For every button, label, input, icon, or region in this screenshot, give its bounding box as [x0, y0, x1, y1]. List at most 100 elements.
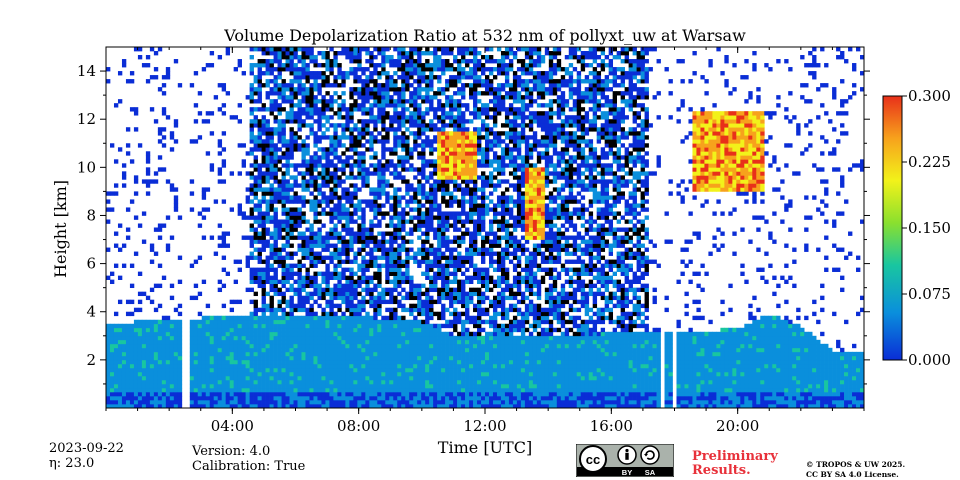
heatmap-cell: [457, 355, 462, 361]
heatmap-cell: [361, 67, 366, 72]
heatmap-cell: [253, 315, 258, 321]
heatmap-cell: [313, 355, 318, 361]
heatmap-cell: [445, 399, 450, 405]
heatmap-cell: [377, 223, 382, 228]
heatmap-cell: [305, 135, 310, 140]
heatmap-cell: [281, 47, 286, 52]
heatmap-cell: [441, 355, 446, 361]
heatmap-cell: [361, 219, 366, 224]
heatmap-cell: [445, 147, 450, 152]
heatmap-cell: [273, 199, 278, 204]
heatmap-cell: [373, 387, 378, 393]
heatmap-cell: [217, 395, 223, 401]
heatmap-cell: [241, 403, 246, 408]
heatmap-cell: [357, 343, 362, 349]
heatmap-cell: [357, 47, 362, 52]
heatmap-cell: [225, 375, 231, 381]
heatmap-cell: [445, 187, 450, 192]
heatmap-cell: [365, 91, 370, 96]
heatmap-cell: [457, 123, 462, 128]
heatmap-cell: [393, 259, 398, 264]
heatmap-cell: [409, 311, 414, 317]
heatmap-cell: [225, 343, 231, 349]
heatmap-cell: [437, 143, 442, 148]
heatmap-cell: [397, 399, 402, 405]
heatmap-cell: [341, 283, 346, 289]
heatmap-cell: [413, 307, 418, 313]
heatmap-cell: [381, 359, 386, 365]
heatmap-cell: [397, 351, 402, 357]
heatmap-cell: [281, 55, 286, 60]
heatmap-cell: [329, 299, 334, 305]
heatmap-cell: [413, 363, 418, 369]
heatmap-cell: [265, 347, 270, 353]
heatmap-cell: [125, 379, 131, 385]
heatmap-cell: [453, 339, 458, 345]
heatmap-cell: [389, 287, 394, 293]
heatmap-cell: [441, 211, 446, 216]
heatmap-cell: [313, 107, 318, 112]
heatmap-cell: [457, 215, 462, 220]
heatmap-cell: [177, 363, 183, 369]
heatmap-cell: [349, 303, 354, 309]
heatmap-cell: [333, 203, 338, 208]
heatmap-cell: [293, 175, 298, 180]
heatmap-cell: [313, 331, 318, 337]
heatmap-cell: [201, 315, 207, 321]
heatmap-cell: [241, 383, 246, 389]
heatmap-cell: [261, 271, 266, 276]
heatmap-cell: [441, 271, 446, 276]
heatmap-cell: [121, 327, 127, 333]
heatmap-cell: [257, 167, 262, 172]
heatmap-cell: [453, 391, 458, 397]
heatmap-cell: [301, 95, 306, 100]
heatmap-cell: [313, 103, 318, 108]
heatmap-cell: [253, 99, 258, 104]
heatmap-cell: [169, 383, 175, 389]
heatmap-cell: [281, 359, 286, 365]
heatmap-cell: [293, 183, 298, 188]
heatmap-cell: [125, 339, 131, 345]
heatmap-cell: [169, 343, 175, 349]
heatmap-cell: [313, 319, 318, 325]
heatmap-cell: [449, 203, 454, 208]
heatmap-cell: [153, 331, 159, 337]
heatmap-cell: [161, 143, 167, 148]
heatmap-cell: [273, 91, 278, 96]
heatmap-cell: [213, 367, 219, 373]
heatmap-cell: [221, 303, 227, 309]
heatmap-cell: [385, 307, 390, 313]
heatmap-cell: [273, 291, 278, 297]
heatmap-cell: [381, 215, 386, 220]
heatmap-cell: [333, 275, 338, 280]
heatmap-cell: [261, 355, 266, 361]
heatmap-cell: [261, 303, 266, 309]
heatmap-cell: [385, 279, 390, 285]
heatmap-cell: [309, 231, 314, 236]
heatmap-cell: [377, 231, 382, 236]
heatmap-cell: [129, 347, 135, 353]
heatmap-cell: [309, 199, 314, 204]
heatmap-cell: [361, 95, 366, 100]
heatmap-cell: [401, 227, 406, 232]
heatmap-cell: [261, 335, 266, 341]
heatmap-cell: [321, 195, 326, 200]
heatmap-cell: [361, 319, 366, 325]
heatmap-cell: [113, 243, 119, 248]
heatmap-cell: [389, 115, 394, 120]
heatmap-cell: [369, 383, 374, 389]
heatmap-cell: [249, 235, 254, 240]
heatmap-cell: [189, 355, 195, 361]
heatmap-cell: [373, 319, 378, 325]
heatmap-cell: [465, 179, 470, 184]
heatmap-cell: [457, 87, 462, 92]
heatmap-cell: [361, 307, 366, 313]
heatmap-cell: [313, 383, 318, 389]
heatmap-cell: [293, 103, 298, 108]
heatmap-cell: [289, 199, 294, 204]
heatmap-cell: [249, 251, 254, 256]
heatmap-cell: [433, 95, 438, 100]
heatmap-cell: [325, 167, 330, 172]
heatmap-cell: [333, 347, 338, 353]
heatmap-cell: [409, 75, 414, 80]
